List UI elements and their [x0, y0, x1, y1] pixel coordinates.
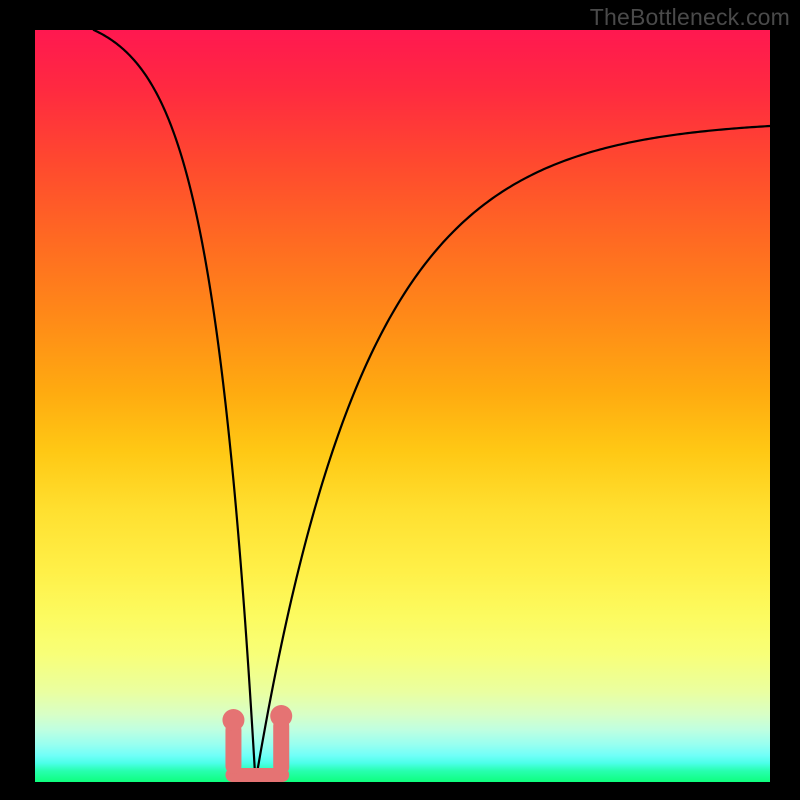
chart-svg	[0, 0, 800, 800]
marker-cap-1	[270, 705, 292, 727]
gradient-background	[35, 30, 770, 782]
chart-stage: TheBottleneck.com	[0, 0, 800, 800]
marker-cap-0	[222, 709, 244, 731]
watermark-text: TheBottleneck.com	[590, 4, 790, 31]
